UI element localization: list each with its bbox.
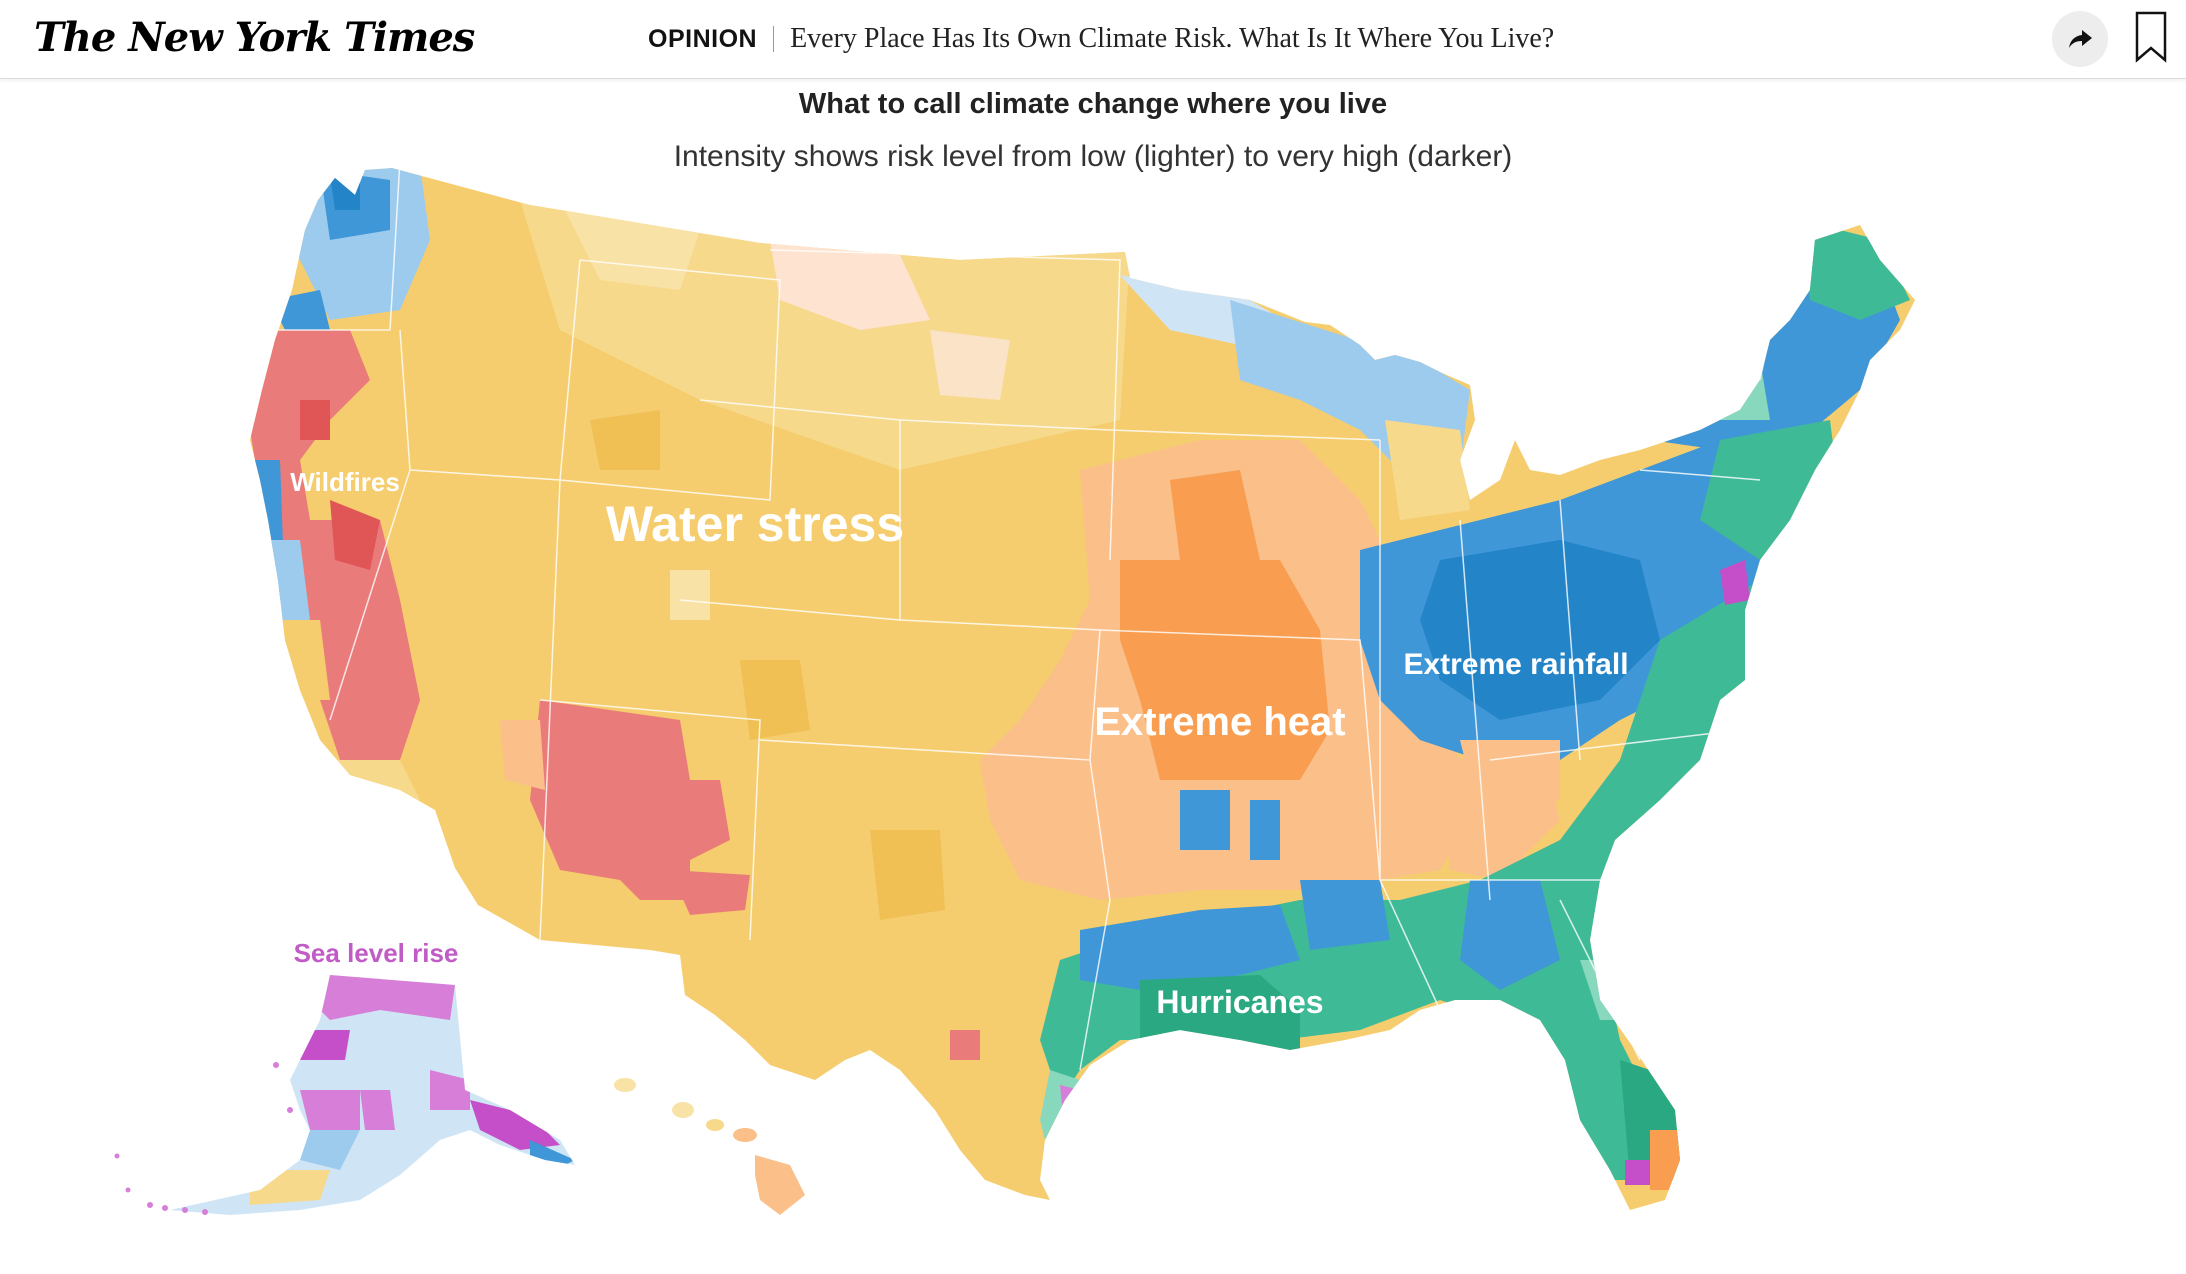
label-extreme-rainfall: Extreme rainfall: [1403, 648, 1628, 681]
top-navigation-bar: The New York Times OPINION Every Place H…: [0, 0, 2186, 79]
bookmark-button[interactable]: [2134, 10, 2174, 66]
hawaii: [614, 1078, 805, 1215]
label-water-stress: Water stress: [606, 496, 904, 552]
state-boundaries: [260, 168, 1791, 1071]
share-button[interactable]: [2052, 11, 2108, 67]
nyt-logo[interactable]: The New York Times: [34, 14, 475, 61]
section-label[interactable]: OPINION: [648, 24, 758, 53]
aleutian-islands: [114, 1062, 293, 1215]
label-extreme-heat: Extreme heat: [1094, 700, 1345, 744]
headline-bar: OPINION Every Place Has Its Own Climate …: [648, 0, 1554, 78]
article-title: Every Place Has Its Own Climate Risk. Wh…: [790, 23, 1555, 54]
map-title: What to call climate change where you li…: [798, 88, 1388, 120]
bookmark-icon: [2135, 11, 2167, 63]
label-sea-level-rise: Sea level rise: [294, 938, 459, 968]
share-arrow-icon: [2069, 30, 2092, 48]
map-subtitle: Intensity shows risk level from low (lig…: [673, 140, 1513, 173]
label-wildfires: Wildfires: [290, 467, 400, 497]
label-hurricanes: Hurricanes: [1156, 984, 1323, 1020]
divider: [773, 26, 775, 52]
alaska: [170, 975, 575, 1215]
